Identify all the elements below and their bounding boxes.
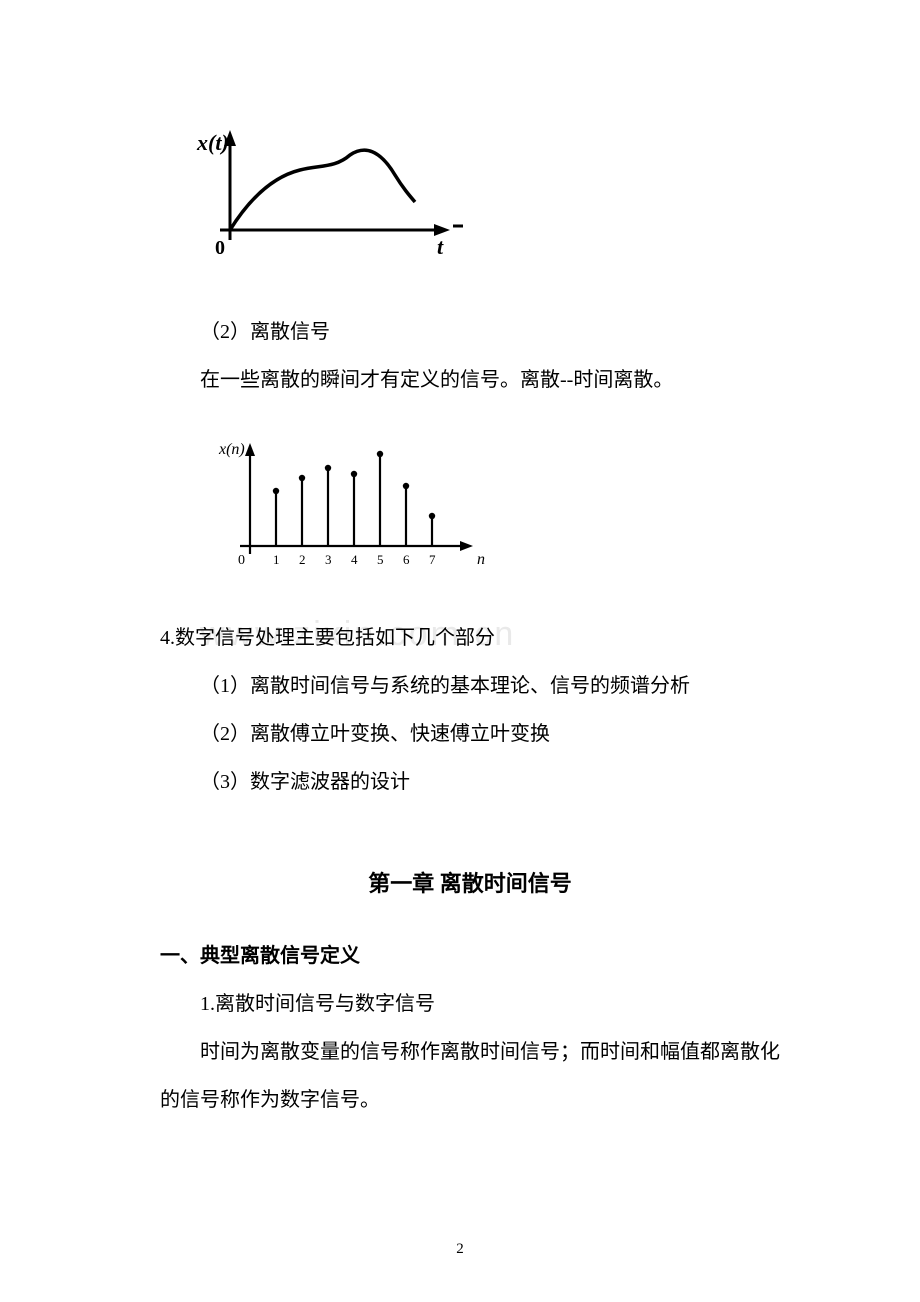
section-1-title: 一、典型离散信号定义 <box>160 932 780 980</box>
section-2-heading: （2）离散信号 <box>160 308 780 356</box>
y-axis-label: x(t) <box>196 130 229 155</box>
section-1-1: 1.离散时间信号与数字信号 <box>160 980 780 1028</box>
x-axis-label: t <box>437 234 444 259</box>
stem-dot <box>377 451 383 457</box>
section-4-heading: 4.数字信号处理主要包括如下几个部分 <box>160 614 780 662</box>
tick-label: 6 <box>403 552 410 567</box>
tick-label: 7 <box>429 552 436 567</box>
continuous-signal-figure: x(t) 0 t <box>185 120 475 280</box>
tick-label: 2 <box>299 552 306 567</box>
stem-dot <box>403 483 409 489</box>
stem-dot <box>273 488 279 494</box>
section-1-body: 时间为离散变量的信号称作离散时间信号；而时间和幅值都离散化的信号称作为数字信号。 <box>160 1028 780 1124</box>
chapter-title: 第一章 离散时间信号 <box>160 866 780 898</box>
stem-dot <box>299 475 305 481</box>
discrete-signal-figure: x(n) 0 n 1 2 3 4 5 6 7 <box>205 426 505 586</box>
tick-label: 4 <box>351 552 358 567</box>
discrete-y-label: x(n) <box>218 441 245 458</box>
section-2-body: 在一些离散的瞬间才有定义的信号。离散--时间离散。 <box>160 356 780 404</box>
tick-label: 3 <box>325 552 332 567</box>
origin-label: 0 <box>215 237 225 259</box>
stem-dot <box>325 465 331 471</box>
tick-label: 1 <box>273 552 280 567</box>
discrete-x-label: n <box>477 551 485 568</box>
tick-label: 5 <box>377 552 384 567</box>
page-number: 2 <box>0 1241 920 1258</box>
stem-dot <box>429 513 435 519</box>
section-4-item-1: （1）离散时间信号与系统的基本理论、信号的频谱分析 <box>160 662 780 710</box>
discrete-origin-label: 0 <box>238 553 245 568</box>
stem-dot <box>351 471 357 477</box>
section-4-item-2: （2）离散傅立叶变换、快速傅立叶变换 <box>160 710 780 758</box>
section-4-item-3: （3）数字滤波器的设计 <box>160 758 780 806</box>
